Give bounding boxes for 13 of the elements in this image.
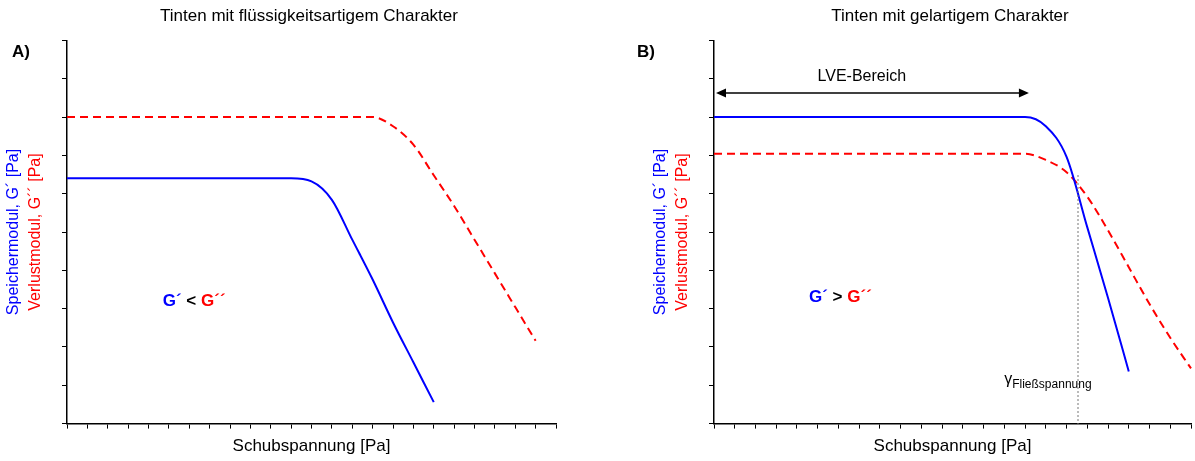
text: A) <box>12 41 30 61</box>
text: LVE-Bereich <box>817 67 907 85</box>
text: Speichermodul, G´ [Pa] <box>651 148 669 316</box>
text: B) <box>637 41 655 61</box>
x-axis-title: Schubspannung [Pa] <box>232 436 391 456</box>
x-axis-title: Schubspannung [Pa] <box>873 436 1032 456</box>
chart-title: Tinten mit gelartigem Charakter <box>831 5 1070 25</box>
text: Verlustmodul, G´´ [Pa] <box>673 153 691 311</box>
text: Speichermodul, G´ [Pa] <box>4 148 22 316</box>
annotation: G´ > G´´ <box>809 286 872 306</box>
chart-title: Tinten mit flüssigkeitsartigem Charakter <box>160 5 459 25</box>
text: Verlustmodul, G´´ [Pa] <box>26 153 44 311</box>
annotation: G´ < G´´ <box>162 290 226 310</box>
